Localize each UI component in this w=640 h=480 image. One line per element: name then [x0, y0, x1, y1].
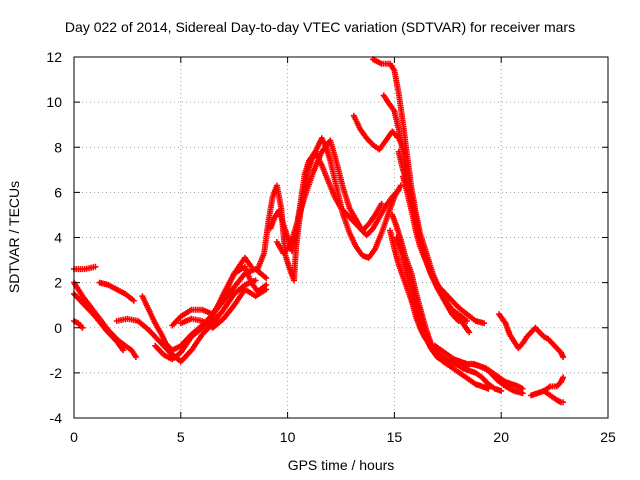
data-points [380, 92, 488, 327]
data-points [71, 318, 86, 331]
y-tick-label: 4 [54, 230, 62, 246]
x-tick-label: 0 [70, 429, 78, 445]
series-arc10 [177, 286, 270, 331]
series-arc3 [71, 318, 86, 331]
series-arc18 [399, 173, 462, 324]
grid [74, 57, 608, 418]
x-tick-label: 20 [493, 429, 509, 445]
series-arc1 [71, 263, 99, 273]
axis-ticks: 0 5 10 15 20 25 -4 -2 0 2 4 6 8 10 12 [46, 49, 616, 445]
series-arc9 [169, 254, 255, 329]
y-tick-label: 0 [54, 320, 62, 336]
series-arc16 [380, 92, 488, 327]
data-points [540, 387, 567, 406]
data-points [96, 279, 137, 304]
data-points [273, 137, 385, 257]
series-arc23 [496, 311, 567, 361]
series-arc22 [432, 342, 526, 392]
x-axis-label: GPS time / hours [287, 457, 395, 473]
data-points [169, 254, 255, 329]
chart-title: Day 022 of 2014, Sidereal Day-to-day VTE… [64, 19, 576, 35]
data-series [71, 56, 567, 406]
series-arc4 [96, 279, 137, 304]
y-tick-label: 6 [54, 184, 62, 200]
y-tick-label: 8 [54, 139, 62, 155]
data-points [432, 342, 526, 392]
data-points [496, 311, 567, 361]
data-points [399, 173, 462, 324]
x-tick-label: 5 [177, 429, 185, 445]
x-tick-label: 25 [600, 429, 616, 445]
y-tick-label: 12 [46, 49, 62, 65]
y-axis-label: SDTVAR / TECUs [6, 180, 22, 294]
series-arc13 [273, 137, 385, 257]
series-arc25 [540, 387, 567, 406]
y-tick-label: 10 [46, 94, 62, 110]
x-tick-label: 15 [387, 429, 403, 445]
x-tick-label: 10 [280, 429, 296, 445]
data-points [71, 263, 99, 273]
y-tick-label: -4 [50, 410, 63, 426]
data-points [177, 286, 270, 331]
y-tick-label: 2 [54, 275, 62, 291]
y-tick-label: -2 [50, 365, 63, 381]
